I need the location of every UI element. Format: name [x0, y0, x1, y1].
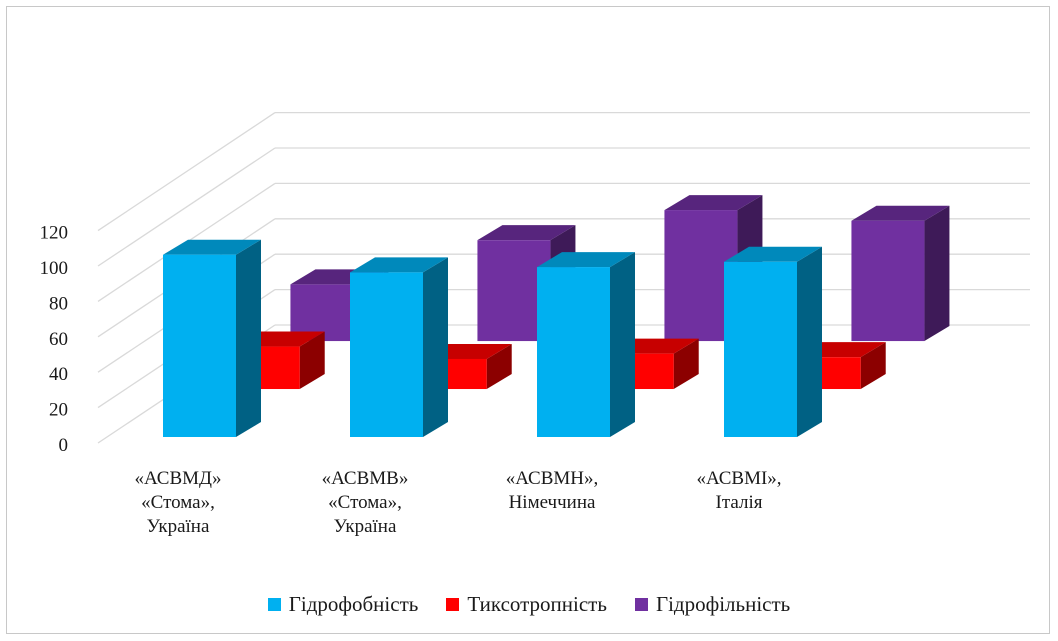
bar-side [797, 246, 822, 437]
legend-item-hydrophilicity: Гідрофільність [634, 592, 791, 617]
y-tick-label: 20 [49, 400, 68, 421]
legend-swatch-hydrophobicity [267, 598, 281, 611]
legend: Гідрофобність Тиксотропність Гідрофільні… [0, 592, 1058, 617]
x-category-label: «АСВМВ» «Стома», Україна [322, 468, 409, 537]
bar [163, 254, 236, 437]
x-category-label-line: Німеччина [509, 492, 596, 513]
y-tick-label: 0 [59, 435, 69, 456]
bar [350, 272, 423, 437]
bar-side [299, 331, 325, 390]
bar-top [851, 205, 950, 221]
y-axis-ticks: 0 20 40 60 80 100 120 [40, 223, 69, 456]
y-tick-label: 100 [40, 258, 69, 279]
x-category-label-line: «Стома», [141, 492, 215, 513]
bar [724, 261, 797, 437]
bar-top [477, 225, 576, 241]
bars [163, 195, 950, 437]
x-category-label-line: Італія [716, 492, 763, 513]
legend-item-hydrophobicity: Гідрофобність [267, 592, 419, 617]
x-category-label-line: «АСВМД» [135, 468, 222, 489]
bar-side [423, 257, 448, 437]
bar-side [610, 252, 635, 437]
x-category-label-line: «АСВМН», [506, 468, 599, 489]
y-tick-label: 80 [49, 293, 68, 314]
x-category-label: «АСВМД» «Стома», Україна [135, 468, 222, 537]
x-category-label: «АСВМН», Німеччина [506, 468, 599, 513]
legend-item-thixotropy: Тиксотропність [446, 592, 607, 617]
y-tick-label: 120 [40, 223, 69, 244]
x-category-label: «АСВМІ», Італія [696, 468, 781, 513]
bar-side [673, 338, 699, 390]
legend-label-hydrophilicity: Гідрофільність [655, 592, 791, 616]
bar [537, 267, 610, 437]
gridline-diagonal [97, 147, 276, 267]
gridline-diagonal [97, 112, 276, 232]
bar [851, 220, 925, 342]
bar-top [537, 252, 635, 268]
x-category-label-line: Україна [147, 516, 210, 537]
bar-top [350, 257, 448, 273]
y-tick-label: 40 [49, 364, 68, 385]
legend-label-hydrophobicity: Гідрофобність [288, 592, 419, 616]
x-axis-categories: «АСВМД» «Стома», Україна «АСВМВ» «Стома», Укр… [135, 468, 782, 537]
bar-side [486, 343, 512, 390]
legend-swatch-thixotropy [446, 598, 460, 611]
x-category-label-line: Україна [334, 516, 397, 537]
bar-side [924, 205, 950, 342]
x-category-label-line: «АСВМІ», [696, 468, 781, 489]
bar-top [724, 246, 822, 262]
bar-side [860, 342, 886, 390]
bar-top [664, 195, 763, 211]
legend-label-thixotropy: Тиксотропність [467, 592, 607, 616]
bar-side [236, 239, 261, 437]
x-category-label-line: «Стома», [328, 492, 402, 513]
x-category-label-line: «АСВМВ» [322, 468, 409, 489]
y-tick-label: 60 [49, 329, 68, 350]
bar-top [163, 239, 261, 255]
legend-swatch-hydrophilicity [634, 598, 648, 611]
